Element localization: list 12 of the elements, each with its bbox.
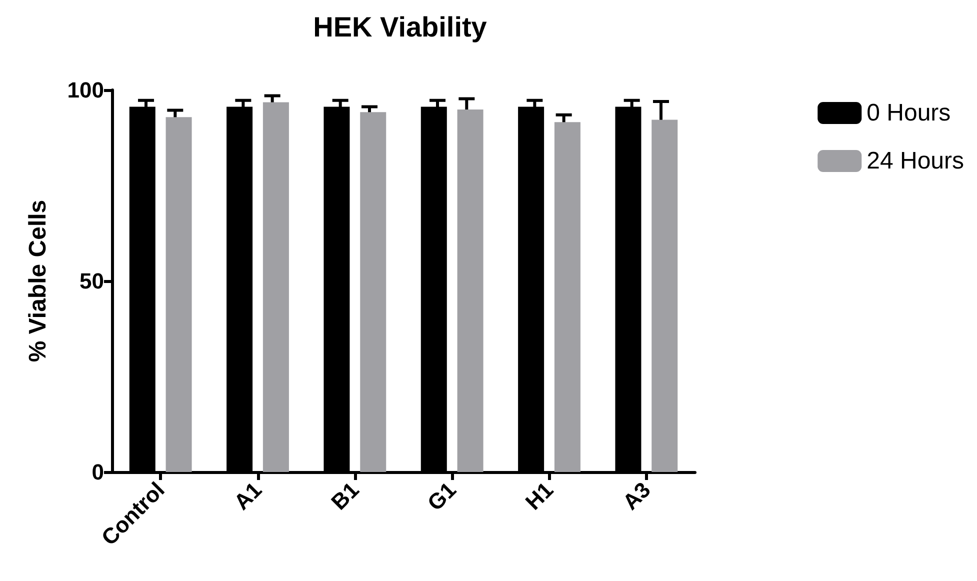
y-axis-title: % Viable Cells: [24, 200, 52, 362]
legend-label: 24 Hours: [866, 148, 964, 174]
x-tick-label: G1: [422, 477, 461, 516]
chart-title: HEK Viability: [313, 12, 488, 42]
x-tick-label: A1: [229, 477, 267, 515]
legend-label: 0 Hours: [866, 100, 951, 126]
x-tick-label: A3: [618, 477, 656, 515]
y-tick-label: 0: [92, 460, 104, 484]
y-tick-label: 100: [67, 78, 104, 102]
y-tick-label: 50: [80, 268, 104, 294]
x-tick-label: B1: [326, 477, 364, 515]
x-tick-label: H1: [520, 477, 558, 515]
